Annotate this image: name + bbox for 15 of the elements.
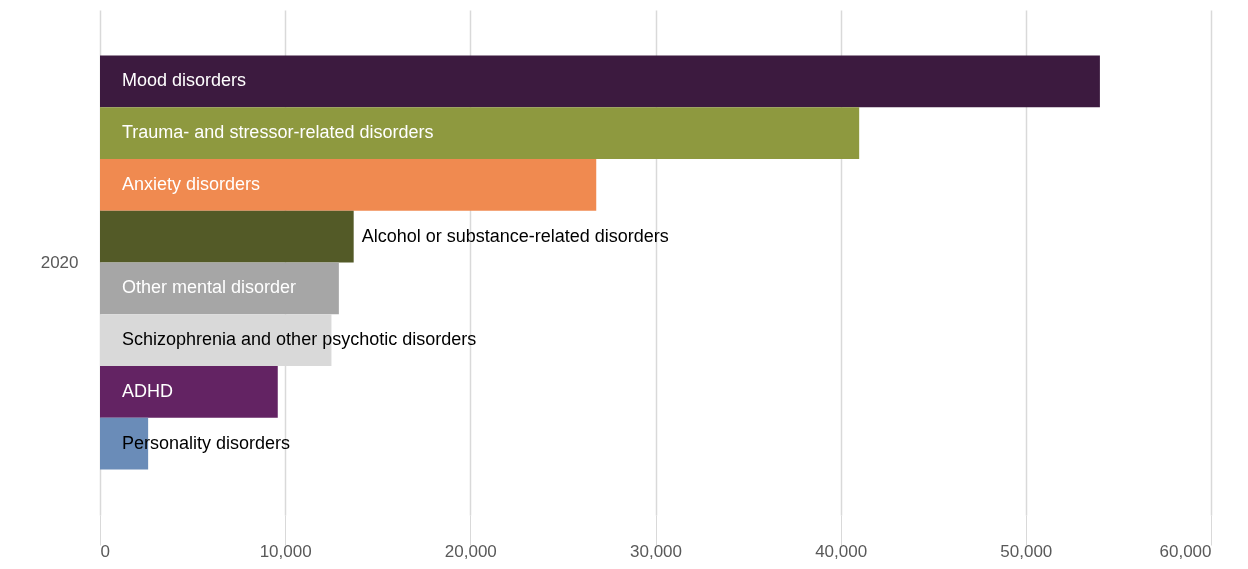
x-tick-label: 0 <box>100 541 110 561</box>
series-label: Trauma- and stressor-related disorders <box>122 122 434 143</box>
series-label: Anxiety disorders <box>122 173 261 194</box>
x-tick-label: 10,000 <box>259 541 312 561</box>
x-tick-label: 20,000 <box>444 541 497 561</box>
x-tick-label: 30,000 <box>630 541 682 561</box>
x-tick-label: 60,000 <box>1159 541 1212 561</box>
series-label: Alcohol or substance-related disorders <box>361 225 669 246</box>
series-label: ADHD <box>122 380 174 401</box>
series-label: Mood disorders <box>122 70 247 91</box>
x-tick-label: 40,000 <box>815 541 868 561</box>
x-tick-label: 50,000 <box>1000 541 1053 561</box>
series-label: Other mental disorder <box>122 277 297 298</box>
y-tick-label: 2020 <box>40 252 79 272</box>
series-label: Schizophrenia and other psychotic disorders <box>122 329 477 350</box>
